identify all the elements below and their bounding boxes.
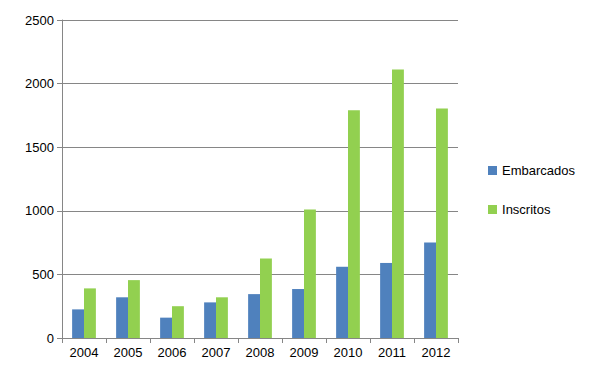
svg-text:Inscritos: Inscritos (502, 202, 551, 217)
svg-text:Embarcados: Embarcados (502, 163, 575, 178)
svg-text:2011: 2011 (378, 345, 406, 360)
svg-text:2008: 2008 (246, 345, 275, 360)
svg-text:0: 0 (47, 331, 54, 346)
svg-text:2007: 2007 (202, 345, 231, 360)
svg-text:2010: 2010 (334, 345, 363, 360)
svg-text:2006: 2006 (158, 345, 187, 360)
svg-text:2005: 2005 (114, 345, 143, 360)
svg-text:1000: 1000 (25, 203, 54, 218)
svg-text:500: 500 (32, 267, 54, 282)
svg-text:1500: 1500 (25, 140, 54, 155)
svg-text:2000: 2000 (25, 76, 54, 91)
svg-text:2004: 2004 (70, 345, 99, 360)
svg-text:2009: 2009 (290, 345, 319, 360)
svg-text:2012: 2012 (422, 345, 451, 360)
svg-text:2500: 2500 (25, 13, 54, 28)
